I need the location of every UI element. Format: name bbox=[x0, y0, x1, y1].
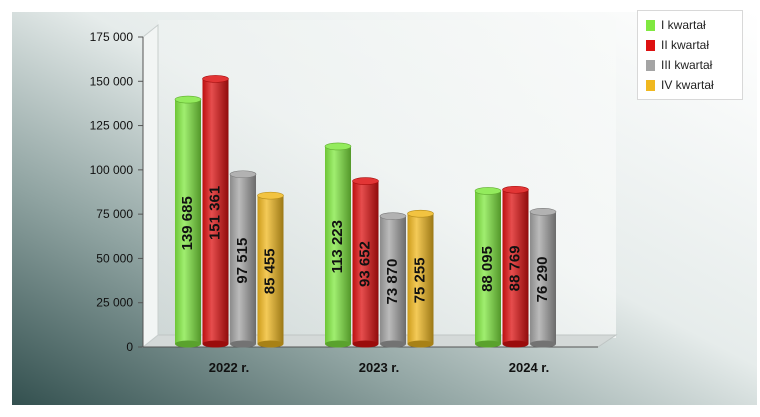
bar-data-label: 76 290 bbox=[534, 256, 551, 302]
bar-top bbox=[352, 177, 379, 185]
bar bbox=[379, 212, 407, 348]
bar-data-label: 75 255 bbox=[412, 257, 429, 303]
legend-label: IV kwartał bbox=[661, 78, 714, 92]
y-tick-label: 75 000 bbox=[96, 207, 133, 221]
bar-data-label: 113 223 bbox=[329, 220, 346, 273]
bar-top bbox=[379, 212, 407, 220]
bar-base bbox=[352, 340, 379, 348]
bar bbox=[257, 191, 284, 348]
bar-body bbox=[407, 213, 434, 344]
bar bbox=[529, 208, 557, 348]
bar-top bbox=[474, 187, 502, 195]
y-tick-label: 125 000 bbox=[90, 119, 134, 133]
bar-top bbox=[202, 75, 229, 83]
bar-base bbox=[175, 340, 201, 348]
legend-label: III kwartał bbox=[661, 58, 713, 72]
bar-base bbox=[380, 340, 406, 348]
bar bbox=[502, 185, 529, 348]
y-tick-label: 100 000 bbox=[90, 163, 134, 177]
bar-body bbox=[325, 146, 351, 344]
legend-label: II kwartał bbox=[661, 38, 710, 52]
bar-top bbox=[229, 170, 257, 179]
bar-data-label: 88 769 bbox=[507, 245, 524, 291]
legend-item-i-kwartal: I kwartał bbox=[646, 16, 706, 34]
bar bbox=[174, 95, 202, 348]
x-tick-label: 2023 r. bbox=[359, 360, 400, 375]
legend-item-iv-kwartal: IV kwartał bbox=[646, 76, 714, 94]
legend-swatch bbox=[646, 39, 655, 51]
legend-label: I kwartał bbox=[661, 18, 706, 32]
bar-data-label: 73 870 bbox=[384, 259, 401, 305]
legend-swatch bbox=[646, 79, 655, 91]
bar-base bbox=[530, 340, 556, 348]
bar bbox=[202, 75, 229, 348]
bar-base bbox=[475, 340, 501, 348]
bar-body bbox=[257, 195, 284, 344]
bar bbox=[229, 170, 257, 348]
legend-item-iii-kwartal: III kwartał bbox=[646, 56, 712, 74]
bar-data-label: 97 515 bbox=[234, 238, 251, 284]
bar-base bbox=[202, 340, 229, 348]
bar-body bbox=[530, 211, 556, 344]
bar-body bbox=[380, 216, 406, 344]
bar bbox=[352, 177, 379, 348]
bar-top bbox=[257, 191, 284, 200]
legend-item-ii-kwartal: II kwartał bbox=[646, 36, 709, 54]
bar-base bbox=[325, 340, 351, 348]
bar-data-label: 151 361 bbox=[207, 186, 224, 240]
bar-data-label: 93 652 bbox=[357, 241, 374, 287]
bar-top bbox=[502, 185, 529, 194]
bar-top bbox=[407, 209, 434, 218]
chart-legend: I kwartał II kwartał III kwartał IV kwar… bbox=[637, 10, 743, 100]
bar-base bbox=[257, 340, 284, 348]
bar-base bbox=[230, 340, 256, 348]
bar-top bbox=[529, 208, 557, 216]
plot-side-wall bbox=[142, 23, 159, 349]
bar-base bbox=[407, 340, 434, 348]
bar-body bbox=[475, 190, 501, 344]
bar-data-label: 139 685 bbox=[179, 196, 196, 250]
bar bbox=[407, 209, 434, 348]
bar-top bbox=[174, 95, 202, 104]
bar-data-label: 88 095 bbox=[479, 246, 496, 292]
bar-data-label: 85 455 bbox=[262, 248, 279, 294]
bar-body bbox=[352, 181, 379, 344]
bar bbox=[324, 142, 352, 348]
y-tick-label: 175 000 bbox=[90, 30, 134, 44]
bar-body bbox=[202, 78, 229, 344]
y-tick-label: 0 bbox=[126, 340, 133, 354]
bar-body bbox=[502, 189, 529, 344]
legend-swatch bbox=[646, 19, 655, 31]
x-tick-label: 2022 r. bbox=[209, 360, 250, 375]
bar-body bbox=[175, 99, 201, 344]
x-tick-label: 2024 r. bbox=[509, 360, 550, 375]
legend-swatch bbox=[646, 59, 655, 71]
bar-base bbox=[502, 340, 529, 348]
y-tick-label: 150 000 bbox=[90, 74, 134, 88]
bar-top bbox=[324, 142, 352, 151]
bar bbox=[474, 187, 502, 348]
y-tick-label: 25 000 bbox=[96, 296, 133, 310]
y-tick-label: 50 000 bbox=[96, 251, 133, 265]
bar-body bbox=[230, 174, 256, 344]
